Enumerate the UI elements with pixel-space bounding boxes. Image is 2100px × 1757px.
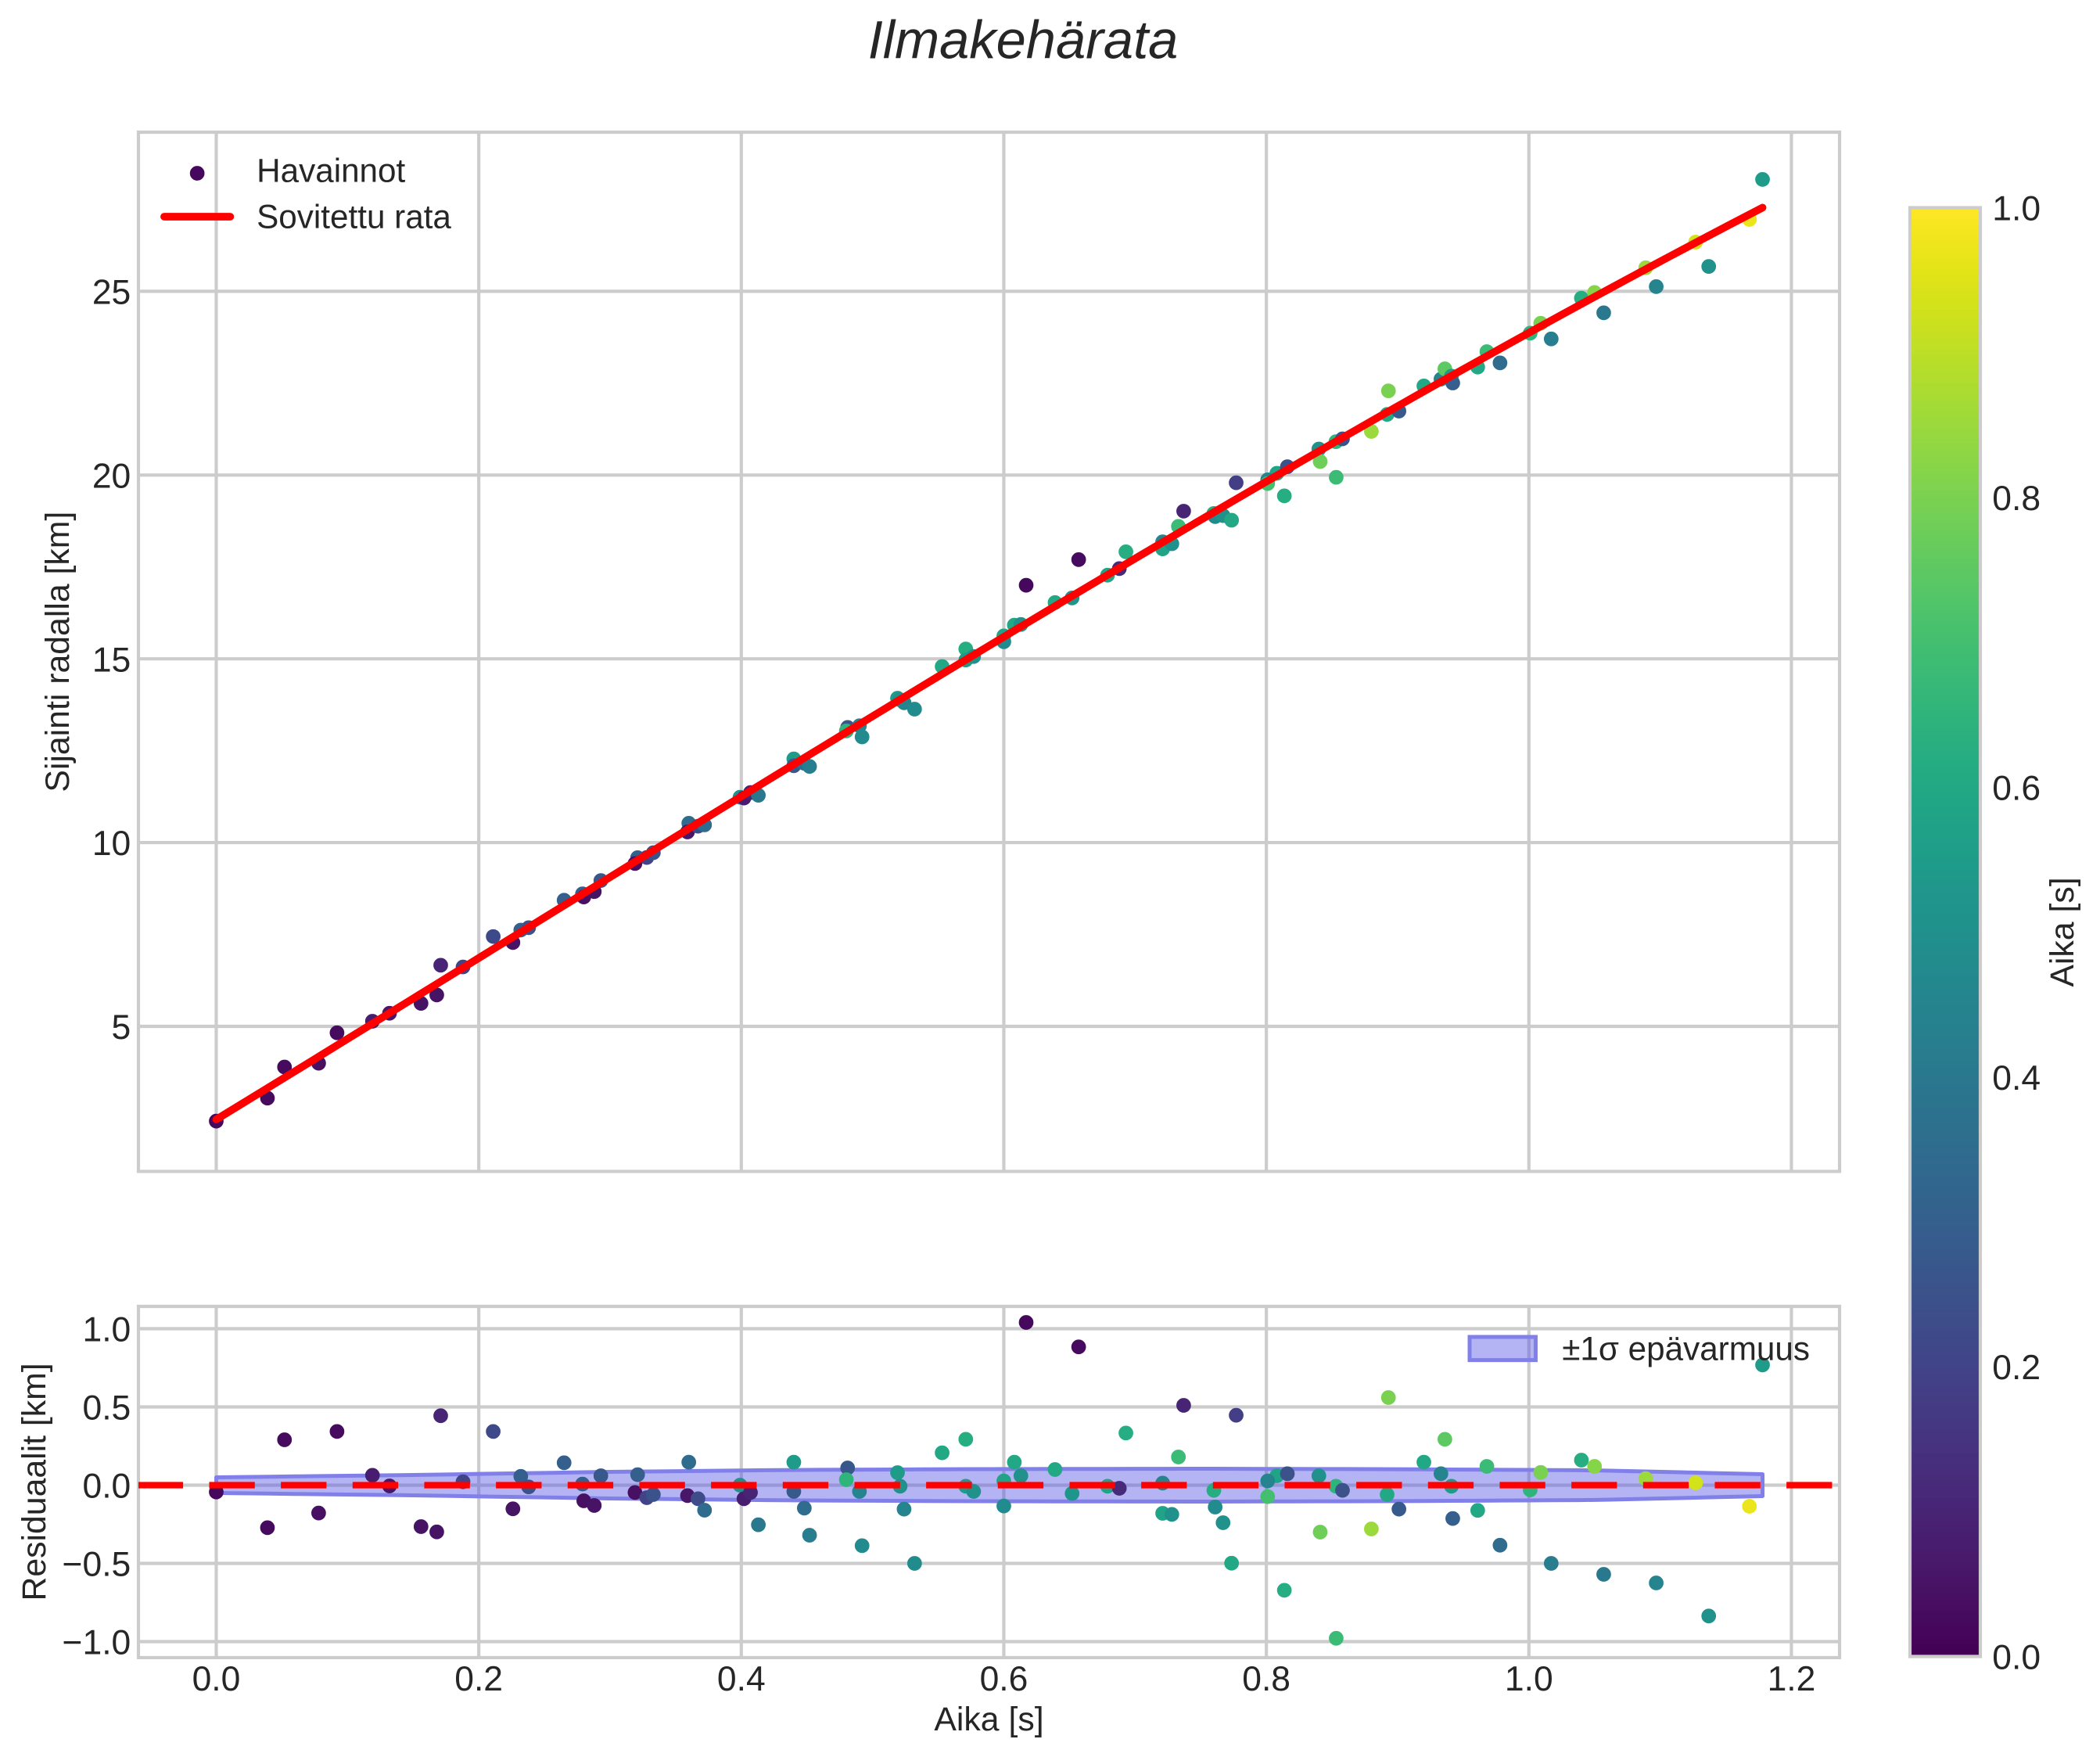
svg-text:0.5: 0.5 <box>82 1389 131 1428</box>
svg-text:1.0: 1.0 <box>1992 190 2041 228</box>
svg-text:−1.0: −1.0 <box>63 1624 131 1662</box>
svg-text:1.0: 1.0 <box>1505 1660 1553 1698</box>
svg-text:10: 10 <box>92 825 131 863</box>
svg-text:0.8: 0.8 <box>1992 480 2041 518</box>
svg-text:0.6: 0.6 <box>980 1660 1028 1698</box>
svg-text:0.0: 0.0 <box>1992 1639 2041 1677</box>
svg-text:25: 25 <box>92 273 131 311</box>
svg-text:−0.5: −0.5 <box>63 1546 131 1584</box>
svg-text:Residuaalit [km]: Residuaalit [km] <box>16 1363 53 1601</box>
svg-text:15: 15 <box>92 641 131 679</box>
svg-text:Sijainti radalla [km]: Sijainti radalla [km] <box>39 512 77 792</box>
svg-text:0.4: 0.4 <box>1992 1059 2041 1098</box>
svg-text:0.8: 0.8 <box>1242 1660 1291 1698</box>
svg-text:0.6: 0.6 <box>1992 769 2041 807</box>
svg-text:0.0: 0.0 <box>192 1660 241 1698</box>
svg-text:5: 5 <box>112 1008 131 1047</box>
svg-text:20: 20 <box>92 457 131 495</box>
svg-text:Aika [s]: Aika [s] <box>2044 877 2081 986</box>
svg-text:0.0: 0.0 <box>82 1468 131 1506</box>
svg-text:1.0: 1.0 <box>82 1311 131 1349</box>
svg-text:0.2: 0.2 <box>1992 1349 2041 1387</box>
svg-text:Ilmakehärata: Ilmakehärata <box>868 10 1179 70</box>
svg-text:Sovitettu rata: Sovitettu rata <box>257 199 451 235</box>
svg-text:±1σ epävarmuus: ±1σ epävarmuus <box>1562 1331 1810 1367</box>
svg-text:Aika [s]: Aika [s] <box>934 1701 1043 1738</box>
svg-text:Havainnot: Havainnot <box>257 153 405 189</box>
svg-text:0.4: 0.4 <box>717 1660 766 1698</box>
svg-text:0.2: 0.2 <box>454 1660 503 1698</box>
svg-text:1.2: 1.2 <box>1768 1660 1816 1698</box>
